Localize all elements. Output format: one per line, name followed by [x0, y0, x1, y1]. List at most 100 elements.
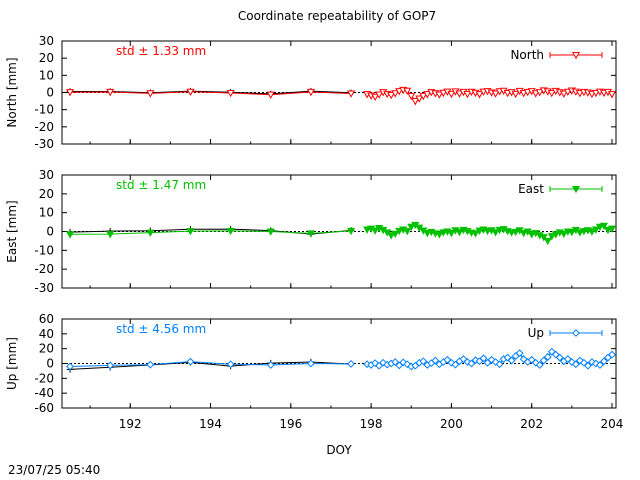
up-dense-point	[543, 352, 552, 361]
chart-panels: 30 20 10 0 -10 -20 -30 North [mm] std ± 1.33 mm N…	[5, 34, 623, 457]
up-dense-point	[419, 357, 428, 366]
north-reference-line	[70, 90, 352, 95]
up-dense-point	[547, 347, 556, 356]
up-dense-point	[583, 361, 592, 370]
up-series-point	[186, 357, 195, 366]
north-series-point	[266, 91, 275, 99]
up-dense-point	[467, 359, 476, 368]
up-dense-point	[479, 354, 488, 363]
north-ytick-label: -20	[34, 120, 54, 134]
up-dense-point	[391, 358, 400, 366]
east-dense-point	[607, 225, 617, 233]
north-dense-point	[491, 90, 500, 98]
east-dense-point	[587, 228, 596, 236]
east-dense-point	[371, 227, 380, 235]
north-dense-point	[559, 90, 568, 98]
north-dense-point	[391, 90, 400, 98]
up-dense-point	[596, 361, 604, 369]
up-legend: Up	[528, 326, 603, 340]
east-y-axis-label: East [mm]	[5, 200, 19, 262]
east-dense-point	[455, 229, 464, 237]
up-dense-point	[535, 361, 544, 369]
north-dense-point	[371, 93, 380, 102]
east-panel: 30 20 10 0 -10 -20 -30 East [mm] std ± 1.47 mm Ea…	[5, 168, 617, 295]
up-dense-point	[592, 359, 600, 368]
north-series-point	[346, 90, 356, 98]
east-dense-point	[491, 229, 500, 237]
north-dense-point	[547, 89, 556, 98]
up-legend-marker	[572, 329, 580, 337]
north-dense-point	[411, 98, 420, 106]
east-dense-point	[435, 231, 444, 239]
east-ytick-label: 0	[46, 225, 54, 239]
up-std-annotation: std ± 4.56 mm	[116, 322, 206, 336]
up-dense-point	[571, 360, 580, 369]
north-dense-point	[407, 92, 416, 101]
up-xtick-label: 194	[199, 417, 222, 431]
up-series-point	[106, 361, 115, 370]
up-dense-point	[515, 349, 524, 358]
east-dense-point	[527, 231, 536, 239]
north-series-point	[146, 90, 155, 98]
up-dense-point	[431, 356, 440, 365]
north-ytick-label: 30	[39, 34, 54, 48]
up-ytick-label: 0	[46, 357, 54, 371]
east-series-point	[146, 229, 155, 237]
up-dense-point	[507, 356, 516, 365]
up-series-point	[266, 361, 275, 369]
north-dense-point	[423, 91, 432, 99]
north-series-point	[65, 89, 75, 97]
east-series-point	[65, 231, 75, 239]
up-ytick-label: 60	[39, 312, 54, 326]
east-dense-point	[471, 230, 480, 238]
north-dense-point	[415, 95, 424, 103]
north-dense-point	[447, 90, 456, 99]
east-ytick-label: 30	[39, 168, 54, 182]
east-dense-point	[447, 229, 456, 238]
up-dense-point	[539, 356, 548, 365]
north-dense-point	[575, 90, 584, 98]
east-dense-point	[475, 227, 484, 235]
east-series-point	[186, 228, 195, 236]
north-legend-marker	[571, 51, 581, 60]
north-dense-point	[375, 91, 384, 99]
north-legend: North	[510, 48, 603, 62]
north-series-point	[186, 88, 195, 97]
up-series-point	[226, 360, 235, 369]
up-dense-point	[600, 357, 608, 366]
north-dense-point	[439, 89, 448, 98]
north-y-axis-label: North [mm]	[5, 57, 19, 127]
north-panel: 30 20 10 0 -10 -20 -30 North [mm] std ± 1.33 mm N…	[5, 34, 617, 151]
east-dense-point	[603, 226, 613, 235]
up-dense-point	[579, 358, 588, 367]
north-legend-label: North	[510, 48, 544, 62]
east-dense-point	[423, 229, 432, 238]
up-ytick-label: -40	[34, 386, 54, 400]
north-series-point	[306, 88, 315, 97]
east-dense-point	[559, 230, 568, 238]
north-ytick-label: -10	[34, 103, 54, 117]
north-dense-point	[387, 92, 396, 100]
timestamp-label: 23/07/25 05:40	[8, 463, 100, 477]
east-series-point	[266, 228, 275, 236]
north-dense-point	[435, 91, 444, 99]
north-ytick-label: 20	[39, 51, 54, 65]
up-legend-label: Up	[528, 326, 544, 340]
up-xtick-label: 196	[279, 417, 302, 431]
north-dense-point	[455, 90, 464, 98]
north-ytick-label: 0	[46, 86, 54, 100]
east-dense-point	[543, 237, 552, 246]
north-dense-point	[607, 91, 617, 99]
east-dense-point	[591, 226, 600, 234]
north-dense-point	[403, 87, 412, 96]
up-dense-point	[451, 360, 460, 369]
north-dense-point	[419, 92, 428, 101]
north-ytick-label: -30	[34, 137, 54, 151]
east-dense-point	[403, 228, 412, 236]
east-series-point	[306, 230, 315, 238]
east-dense-point	[599, 222, 609, 231]
north-dense-point	[531, 90, 540, 98]
north-dense-point	[395, 88, 404, 96]
east-dense-point	[519, 229, 528, 238]
